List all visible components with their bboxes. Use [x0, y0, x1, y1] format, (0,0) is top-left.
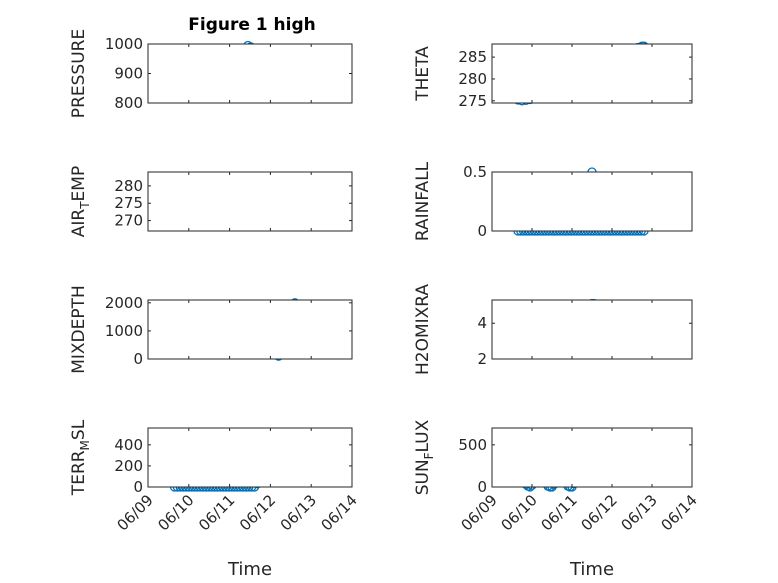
sun_flux-ytick-label: 0 — [477, 478, 487, 496]
theta-axes-box — [491, 43, 693, 104]
subplot-rainfall: 0 0.5 RAINFALL — [413, 161, 693, 241]
sun_flux-ytick-label: 500 — [458, 436, 487, 454]
h2omixra-ylabel: H2OMIXRA — [413, 284, 433, 375]
terr_msl-xtick-label: 06/11 — [195, 491, 238, 534]
theta-ylabel: THETA — [413, 46, 433, 102]
theta-ytick-label: 275 — [458, 92, 487, 110]
theta-ytick-label: 285 — [458, 48, 487, 66]
subplot-mixdepth: 0 1000 2000 MIXDEPTH — [69, 285, 353, 374]
sun_flux-xtick-label: 06/10 — [498, 491, 541, 534]
figure-title: Figure 1 high — [188, 15, 316, 35]
mixdepth-ytick-label: 1000 — [105, 322, 143, 340]
terr_msl-axes-box — [147, 427, 353, 488]
terr_msl-xtick-label: 06/09 — [114, 491, 157, 534]
pressure-axes-box — [147, 43, 353, 104]
terr_msl-xtick-label: 06/13 — [277, 491, 320, 534]
rainfall-axes-box — [491, 171, 693, 232]
terr_msl-ytick-label: 0 — [133, 478, 143, 496]
pressure-ytick-label: 1000 — [105, 35, 143, 53]
rainfall-ytick-label: 0 — [477, 222, 487, 240]
mixdepth-ylabel: MIXDEPTH — [69, 285, 89, 374]
mixdepth-axes-box — [147, 299, 353, 360]
terr_msl-xtick-label: 06/10 — [154, 491, 197, 534]
air_temp-ytick-label: 280 — [114, 177, 143, 195]
sun_flux-xtick-label: 06/14 — [658, 491, 701, 534]
sun_flux-xtick-label: 06/11 — [538, 491, 581, 534]
sun_flux-xlabel: Time — [569, 559, 614, 580]
subplot-theta: 275 280 285 THETA — [413, 41, 693, 110]
sun_flux-xtick-label: 06/12 — [578, 491, 621, 534]
subplot-h2omixra: 2 4 H2OMIXRA — [413, 284, 693, 375]
air_temp-ylabel: AIRTEMP — [69, 166, 92, 237]
terr_msl-xtick-label: 06/12 — [236, 491, 279, 534]
terr_msl-ylabel: TERRMSL — [69, 419, 92, 496]
pressure-ylabel: PRESSURE — [69, 29, 89, 118]
theta-ytick-label: 280 — [458, 70, 487, 88]
sun_flux-xtick-label: 06/13 — [618, 491, 661, 534]
sun_flux-axes-box — [491, 427, 693, 488]
terr_msl-xlabel: Time — [227, 559, 272, 580]
subplot-pressure: 800 900 1000 PRESSURE — [69, 29, 353, 118]
terr_msl-xtick-label: 06/14 — [318, 491, 361, 534]
terr_msl-ytick-label: 400 — [114, 436, 143, 454]
mixdepth-ytick-label: 0 — [133, 350, 143, 368]
air_temp-ytick-label: 275 — [114, 194, 143, 212]
rainfall-ytick-label: 0.5 — [463, 163, 487, 181]
terr_msl-ytick-label: 200 — [114, 457, 143, 475]
h2omixra-axes-box — [491, 299, 693, 360]
sun_flux-xtick-label: 06/09 — [458, 491, 501, 534]
h2omixra-ytick-label: 2 — [477, 350, 487, 368]
pressure-ytick-label: 900 — [114, 65, 143, 83]
air_temp-ytick-label: 270 — [114, 212, 143, 230]
h2omixra-ytick-label: 4 — [477, 314, 487, 332]
mixdepth-ytick-label: 2000 — [105, 294, 143, 312]
pressure-ytick-label: 800 — [114, 94, 143, 112]
air_temp-axes-box — [147, 171, 353, 232]
sun_flux-ylabel: SUNFLUX — [413, 419, 436, 495]
rainfall-ylabel: RAINFALL — [413, 161, 433, 241]
